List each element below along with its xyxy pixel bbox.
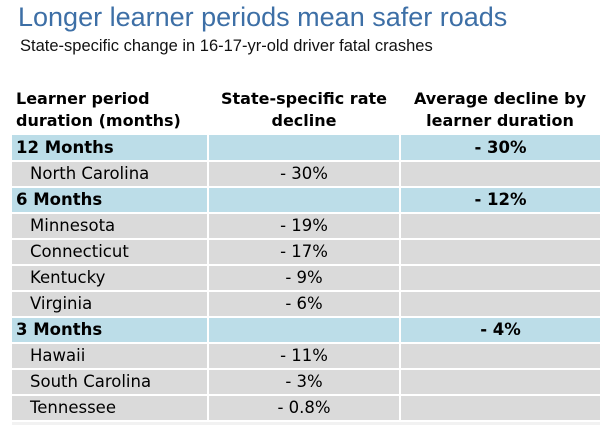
table-row: Minnesota - 19% — [12, 213, 600, 240]
state-name: North Carolina — [12, 161, 208, 188]
state-rate-decline: - 19% — [207, 213, 400, 240]
group-label: 3 Months — [12, 317, 208, 344]
chart-title: Longer learner periods mean safer roads — [18, 2, 508, 32]
state-name: Tennessee — [12, 395, 208, 422]
group-row: 12 Months - 30% — [12, 135, 600, 162]
group-row: 6 Months - 12% — [12, 187, 600, 214]
group-average-decline: - 4% — [399, 317, 600, 344]
group-average-decline: - 12% — [399, 187, 600, 214]
state-average-cell — [399, 291, 600, 318]
data-table-container: Learner period duration (months) State-s… — [12, 58, 600, 425]
state-name: Hawaii — [12, 343, 208, 370]
table-row: Connecticut - 17% — [12, 239, 600, 266]
group-rate-cell — [207, 317, 400, 344]
column-header-duration: Learner period duration (months) — [16, 89, 181, 130]
table-row: Virginia - 6% — [12, 291, 600, 318]
state-average-cell — [399, 395, 600, 422]
table-row: Kentucky - 9% — [12, 265, 600, 292]
state-name: Connecticut — [12, 239, 208, 266]
state-rate-decline: - 0.8% — [207, 395, 400, 422]
state-average-cell — [399, 161, 600, 188]
table-row: North Carolina - 30% — [12, 161, 600, 188]
chart-subtitle: State-specific change in 16-17-yr-old dr… — [20, 37, 433, 55]
state-rate-decline: - 3% — [207, 369, 400, 396]
group-row: 3 Months - 4% — [12, 317, 600, 344]
state-name: Virginia — [12, 291, 208, 318]
state-rate-decline: - 9% — [207, 265, 400, 292]
state-average-cell — [399, 213, 600, 240]
group-label: 12 Months — [12, 135, 208, 162]
table-row: Tennessee - 0.8% — [12, 395, 600, 422]
state-name: South Carolina — [12, 369, 208, 396]
column-header-average: Average decline by learner duration — [413, 89, 587, 130]
table-row: South Carolina - 3% — [12, 369, 600, 396]
table-body: 12 Months - 30% North Carolina - 30% 6 Month… — [12, 135, 600, 422]
group-rate-cell — [207, 187, 400, 214]
state-rate-decline: - 11% — [207, 343, 400, 370]
state-average-cell — [399, 239, 600, 266]
group-rate-cell — [207, 135, 400, 162]
state-rate-decline: - 17% — [207, 239, 400, 266]
data-table: Learner period duration (months) State-s… — [12, 58, 600, 422]
group-average-decline: - 30% — [399, 135, 600, 162]
table-row: Hawaii - 11% — [12, 343, 600, 370]
group-label: 6 Months — [12, 187, 208, 214]
state-name: Kentucky — [12, 265, 208, 292]
state-average-cell — [399, 265, 600, 292]
state-name: Minnesota — [12, 213, 208, 240]
state-rate-decline: - 6% — [207, 291, 400, 318]
state-rate-decline: - 30% — [207, 161, 400, 188]
column-header-rate: State-specific rate decline — [220, 89, 387, 130]
state-average-cell — [399, 343, 600, 370]
table-header-row: Learner period duration (months) State-s… — [12, 58, 600, 135]
state-average-cell — [399, 369, 600, 396]
